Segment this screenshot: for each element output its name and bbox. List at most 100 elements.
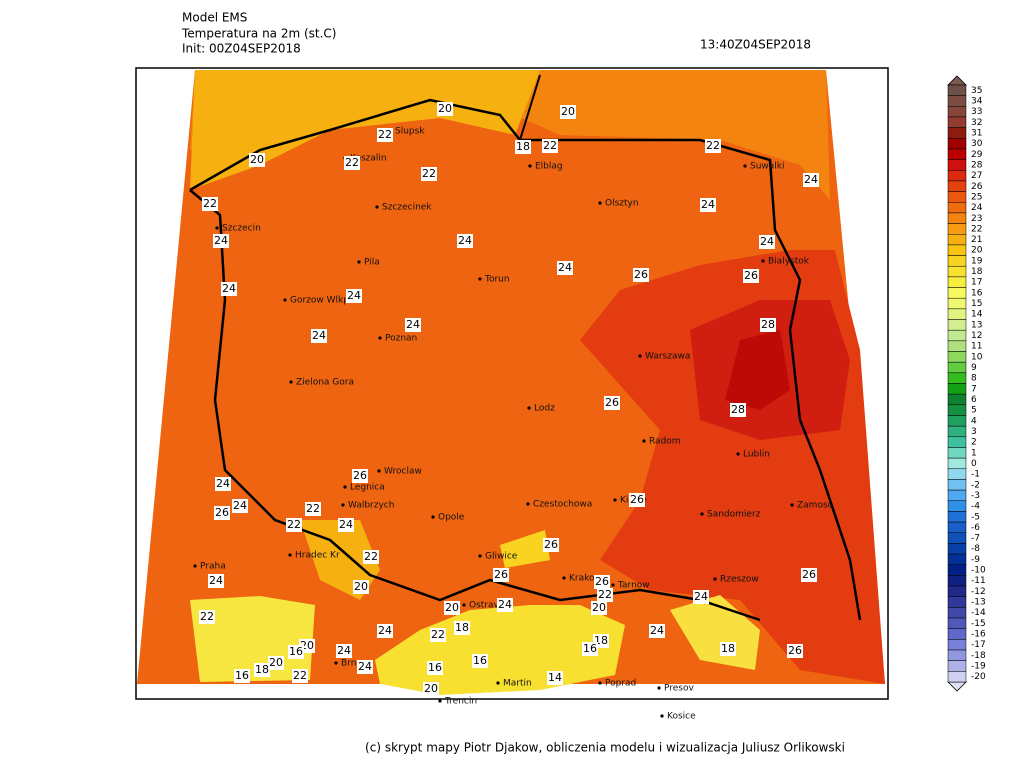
contour-label: 16 xyxy=(235,669,249,682)
contour-label: 20 xyxy=(445,601,459,614)
colorbar-swatch xyxy=(947,308,967,320)
contour-label: 24 xyxy=(406,318,420,331)
colorbar-swatch xyxy=(947,234,967,246)
city-dot xyxy=(375,205,379,209)
contour-label-box xyxy=(759,235,775,249)
colorbar-swatch xyxy=(947,180,967,192)
contour-label: 24 xyxy=(222,282,236,295)
variable-title: Temperatura na 2m (st.C) xyxy=(181,27,337,41)
contour-label: 18 xyxy=(721,642,735,655)
contour-label: 24 xyxy=(347,289,361,302)
contour-label-box xyxy=(720,642,736,656)
contour-label: 20 xyxy=(438,102,452,115)
contour-label: 22 xyxy=(287,518,301,531)
city-label: Lublin xyxy=(743,450,770,460)
colorbar-label: -18 xyxy=(971,651,986,661)
contour-label-box xyxy=(214,506,230,520)
colorbar-swatch xyxy=(947,639,967,651)
contour-label: 22 xyxy=(431,628,445,641)
colorbar-swatch xyxy=(947,564,967,576)
colorbar-swatch xyxy=(947,106,967,118)
contour-label-box xyxy=(254,663,270,677)
contour-label: 14 xyxy=(548,671,562,684)
colorbar-label: 22 xyxy=(971,224,982,234)
city-dot xyxy=(478,554,482,558)
colorbar-swatch xyxy=(947,340,967,352)
contour-label-box xyxy=(286,518,302,532)
city-dot xyxy=(341,503,345,507)
contour-label: 24 xyxy=(650,624,664,637)
colorbar-swatch xyxy=(947,468,967,480)
city-dot xyxy=(378,336,382,340)
colorbar-swatch xyxy=(947,393,967,406)
model-title: Model EMS xyxy=(182,11,247,25)
colorbar-label: 10 xyxy=(971,352,983,362)
colorbar-label: 24 xyxy=(971,203,983,213)
contour-label-box xyxy=(649,624,665,638)
city-dot xyxy=(613,498,617,502)
colorbar-label: 32 xyxy=(971,118,982,128)
contour-label: 22 xyxy=(706,139,720,152)
city-label: Szczecinek xyxy=(382,203,432,213)
colorbar-label: -4 xyxy=(971,502,980,512)
city-dot xyxy=(283,298,287,302)
contour-label: 24 xyxy=(233,499,247,512)
colorbar-swatch xyxy=(947,585,967,597)
contour-label: 24 xyxy=(760,235,774,248)
colorbar-label: 30 xyxy=(971,139,983,149)
city-dot xyxy=(713,577,717,581)
colorbar-swatch xyxy=(947,148,967,160)
colorbar-label: 27 xyxy=(971,171,982,181)
colorbar-label: 1 xyxy=(971,448,977,458)
colorbar-label: 12 xyxy=(971,331,982,341)
city-label: Olsztyn xyxy=(605,199,639,209)
colorbar-label: -14 xyxy=(971,608,986,618)
colorbar-swatch xyxy=(947,511,967,523)
contour-label: 20 xyxy=(269,656,283,669)
city-dot xyxy=(496,681,500,685)
city-dot xyxy=(598,681,602,685)
contour-label-box xyxy=(543,538,559,552)
contour-label-box xyxy=(560,105,576,119)
colorbar-label: -5 xyxy=(971,512,980,522)
contour-label: 22 xyxy=(200,610,214,623)
city-dot xyxy=(761,259,765,263)
contour-label-box xyxy=(801,568,817,582)
city-label: Poprad xyxy=(605,679,636,689)
colorbar-swatch xyxy=(947,116,967,128)
city-label: Pila xyxy=(364,258,380,268)
contour-label: 26 xyxy=(744,269,758,282)
colorbar-label: 20 xyxy=(971,246,983,256)
contour-label-box xyxy=(215,477,231,491)
colorbar-label: -15 xyxy=(971,619,986,629)
contour-label: 16 xyxy=(473,654,487,667)
colorbar-swatch xyxy=(947,202,967,214)
contour-label: 24 xyxy=(378,624,392,637)
city-label: Szczecin xyxy=(222,224,261,234)
contour-label-box xyxy=(730,403,746,417)
contour-label: 24 xyxy=(694,590,708,603)
contour-label-box xyxy=(582,642,598,656)
city-dot xyxy=(288,553,292,557)
contour-label: 24 xyxy=(337,644,351,657)
contour-label-box xyxy=(352,469,368,483)
contour-label-box xyxy=(760,318,776,332)
colorbar-label: 7 xyxy=(971,384,977,394)
colorbar-swatch xyxy=(947,170,967,182)
colorbar-label: -2 xyxy=(971,480,980,490)
colorbar-swatch xyxy=(947,329,967,342)
colorbar-label: 34 xyxy=(971,96,983,106)
colorbar-label: -13 xyxy=(971,598,986,608)
contour-label-box xyxy=(363,550,379,564)
contour-label-box xyxy=(288,645,304,659)
colorbar-label: 28 xyxy=(971,160,983,170)
contour-label: 22 xyxy=(293,669,307,682)
colorbar-swatch xyxy=(947,84,967,96)
contour-label-box xyxy=(743,269,759,283)
colorbar-swatch xyxy=(947,255,967,267)
colorbar-label: -16 xyxy=(971,630,986,640)
contour-label: 26 xyxy=(630,493,644,506)
city-dot xyxy=(642,439,646,443)
colorbar-label: 23 xyxy=(971,214,982,224)
colorbar-swatch xyxy=(947,138,967,150)
